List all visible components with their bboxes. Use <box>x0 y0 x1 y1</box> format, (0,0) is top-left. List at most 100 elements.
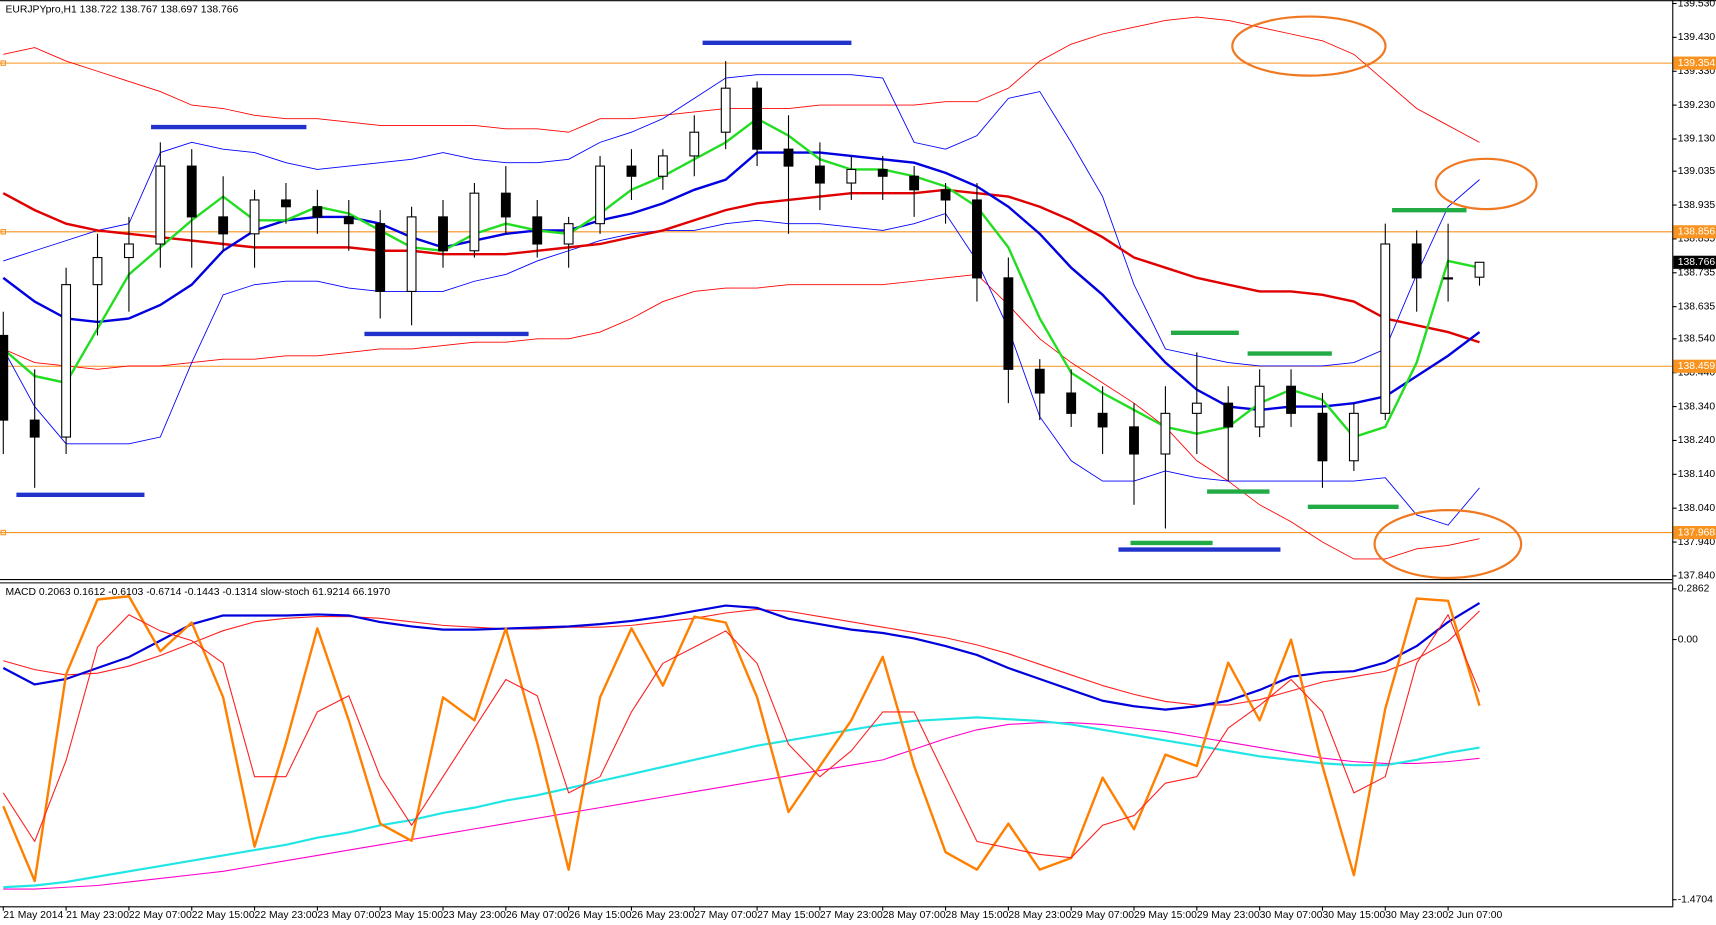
x-tick-label: 30 May 07:00 <box>1260 910 1323 921</box>
x-tick-label: 28 May 07:00 <box>883 910 946 921</box>
candle-body <box>61 284 72 438</box>
y-tick-label: 138.340 <box>1678 401 1716 412</box>
y-tick-label: 139.230 <box>1678 100 1716 111</box>
candle-body <box>1160 412 1171 455</box>
x-tick-label: 28 May 23:00 <box>1008 910 1071 921</box>
y-tick-label: 139.130 <box>1678 134 1716 145</box>
candle-body <box>186 165 197 218</box>
candle-body <box>1411 243 1422 279</box>
candle-body <box>1034 368 1045 394</box>
candle-body <box>877 168 888 177</box>
x-tick-label: 29 May 15:00 <box>1134 910 1197 921</box>
indicator-line <box>3 722 1480 890</box>
macd-panel: 0.2862 0.00 -1.4704 21 May 2014 21 May 23:00… <box>2 584 1713 921</box>
y-tick-label: -1.4704 <box>1678 894 1713 905</box>
y-tick-label: 139.430 <box>1678 32 1716 43</box>
candle-body <box>92 256 103 286</box>
candle-body <box>0 334 9 421</box>
level-label: 139.354 <box>1678 58 1716 69</box>
x-tick-label: 22 May 07:00 <box>129 910 192 921</box>
candle-body <box>1254 385 1265 428</box>
candle-body <box>814 165 825 184</box>
y-tick-label: 138.240 <box>1678 435 1716 446</box>
indicator-line <box>3 716 1480 889</box>
x-tick-label: 27 May 23:00 <box>820 910 883 921</box>
candle-body <box>500 192 511 218</box>
y-tick-label: 138.440 <box>1678 367 1716 378</box>
candle-body <box>1317 412 1328 462</box>
candle-body <box>218 216 229 235</box>
x-tick-label: 21 May 23:00 <box>66 910 129 921</box>
indicator-line <box>3 16 1480 143</box>
candle-body <box>752 87 763 150</box>
last-price-label: 138.766 <box>1678 257 1716 268</box>
y-tick-label: 139.530 <box>1678 0 1716 9</box>
y-tick-label: 0.2862 <box>1678 584 1710 595</box>
indicator-line <box>2 188 1480 344</box>
candle-body <box>312 206 323 218</box>
candle-body <box>155 165 166 245</box>
candle-body <box>1474 261 1485 278</box>
x-tick-label: 21 May 2014 <box>3 910 63 921</box>
candle-body <box>29 419 40 438</box>
indicator-line <box>2 151 1481 412</box>
level-marker <box>0 529 7 536</box>
x-tick-label: 23 May 15:00 <box>380 910 443 921</box>
indicator-line <box>2 212 1480 526</box>
y-tick-label: 139.035 <box>1678 166 1716 177</box>
candle-body <box>1348 412 1359 462</box>
highlight-ellipse <box>1231 15 1387 77</box>
candle-body <box>532 216 543 245</box>
x-tick-label: 27 May 15:00 <box>757 910 820 921</box>
x-tick-label: 22 May 23:00 <box>255 910 318 921</box>
candle-body <box>343 216 354 225</box>
candle-body <box>1097 412 1108 428</box>
candle-body <box>1066 392 1077 414</box>
indicator-line <box>3 74 1480 367</box>
candle-body <box>249 199 260 235</box>
highlight-ellipse <box>1373 509 1523 580</box>
candle-body <box>1129 426 1139 455</box>
candle-body <box>1286 385 1296 414</box>
level-marker <box>0 229 7 235</box>
level-label: 138.856 <box>1678 227 1716 238</box>
y-tick-label: 137.840 <box>1678 571 1716 582</box>
indicator-line <box>2 595 1481 883</box>
candle-body <box>1380 243 1391 414</box>
candle-body <box>972 199 982 279</box>
candle-body <box>375 223 386 292</box>
level-label: 137.968 <box>1678 527 1716 538</box>
x-tick-label: 29 May 07:00 <box>1071 910 1134 921</box>
y-tick-label: 139.330 <box>1678 66 1716 77</box>
price-panel: 139.530 139.430 139.330 139.230 139.130 139.0… <box>0 0 1716 582</box>
level-label-box <box>1673 225 1716 239</box>
x-tick-label: 26 May 23:00 <box>631 910 694 921</box>
y-tick-label: 138.140 <box>1678 469 1716 480</box>
candle-body <box>563 223 574 245</box>
level-label-box <box>1673 359 1716 373</box>
candle-body <box>123 243 134 259</box>
chart-header: EURJPYpro,H1 138.722 138.767 138.697 138… <box>5 5 238 16</box>
x-tick-label: 30 May 23:00 <box>1385 910 1448 921</box>
indicator-line <box>2 614 1481 859</box>
candle-body <box>595 165 605 225</box>
candle-body <box>720 87 731 133</box>
candle-body <box>689 131 700 157</box>
candle-body <box>909 175 920 191</box>
candle-body <box>438 216 448 252</box>
candle-body <box>846 168 857 184</box>
candle-body <box>1191 402 1202 414</box>
y-tick-label: 138.540 <box>1678 334 1716 345</box>
y-tick-label: 0.00 <box>1678 634 1698 645</box>
candle-body <box>940 189 951 201</box>
indicator-line <box>2 602 1481 711</box>
candle-body <box>1003 277 1014 370</box>
indicator-line <box>3 274 1480 560</box>
x-tick-label: 2 Jun 07:00 <box>1448 910 1502 921</box>
level-label-box <box>1673 56 1716 70</box>
candle-body <box>1443 277 1454 280</box>
x-tick-label: 27 May 07:00 <box>694 910 757 921</box>
